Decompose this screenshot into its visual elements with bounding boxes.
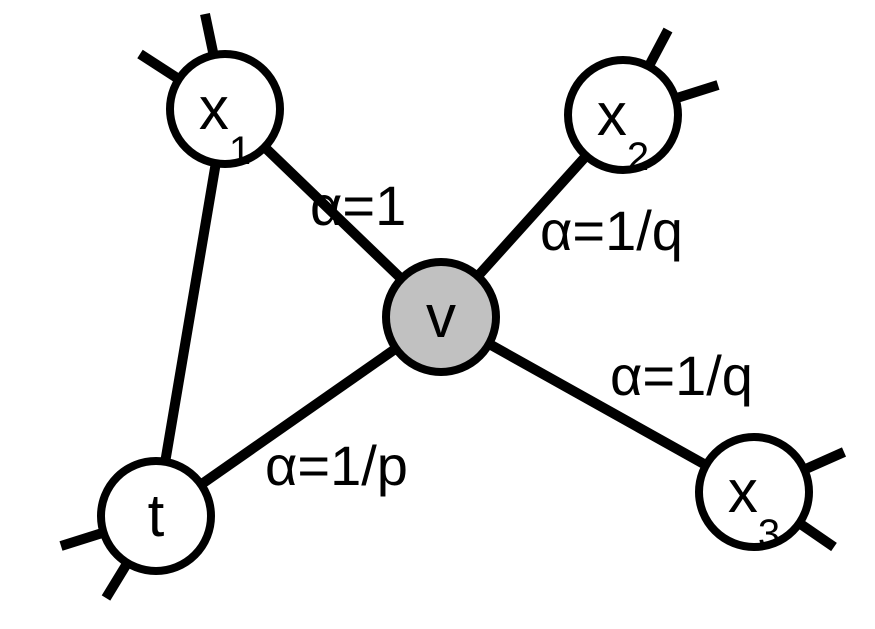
node-x3: x3 [699,437,809,556]
edge-label-e_v_x3: α=1/q [610,344,753,407]
edge-label-e_v_x1: α=1 [310,174,406,237]
edge-label-e_v_t: α=1/p [265,434,408,497]
edge-t-x1 [156,109,225,516]
node-x1: x1 [170,54,280,173]
node-label-t: t [148,482,165,549]
node-t: t [101,461,211,571]
edge-label-e_v_x2: α=1/q [540,199,683,262]
nodes-layer: x1x2vtx3 [101,54,809,571]
random-walk-diagram: x1x2vtx3 α=1α=1/qα=1/qα=1/p [0,0,875,629]
node-label-v: v [426,283,456,350]
node-v: v [386,262,496,372]
